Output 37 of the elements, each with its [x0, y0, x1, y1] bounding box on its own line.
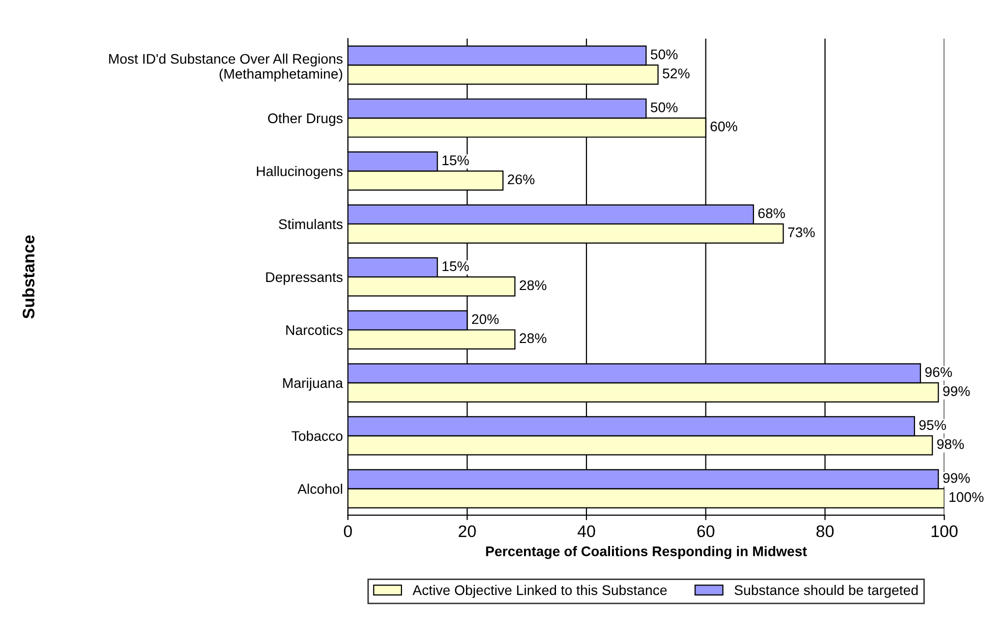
data-label: 96%: [925, 367, 952, 378]
legend-label: Substance should be targeted: [734, 584, 918, 598]
y-tick-label: Most ID'd Substance Over All Regions (Methamphetamine): [109, 54, 343, 82]
x-axis-title: Percentage of Coalitions Responding in Midwest: [486, 546, 807, 560]
y-tick-label: Depressants: [266, 272, 343, 285]
data-label: 95%: [919, 420, 946, 430]
x-tick-label: 100: [932, 525, 958, 538]
x-tick-label: 80: [816, 525, 834, 538]
data-label: 52%: [662, 68, 690, 78]
y-tick-label: Marijuana: [283, 378, 344, 391]
data-label: 99%: [943, 386, 970, 396]
data-label: 15%: [442, 155, 469, 166]
y-tick-label: Tobacco: [292, 430, 342, 441]
x-tick-label: 40: [578, 525, 596, 538]
y-tick-label: Alcohol: [298, 484, 342, 494]
y-tick-label: Stimulants: [278, 218, 343, 230]
data-label: 20%: [472, 314, 499, 324]
data-label: 98%: [937, 439, 964, 450]
x-tick-label: 0: [344, 525, 352, 538]
data-label: 26%: [508, 174, 534, 184]
data-label: 15%: [442, 261, 469, 272]
data-label: 60%: [710, 121, 738, 132]
y-axis-title: Substance: [22, 235, 34, 319]
x-tick-label: 20: [458, 525, 476, 538]
data-label: 28%: [520, 280, 546, 290]
data-label: 50%: [650, 102, 678, 112]
legend-label: Active Objective Linked to this Substance: [412, 584, 667, 598]
data-label: 68%: [758, 208, 785, 218]
data-label: 99%: [943, 473, 970, 483]
data-label: 100%: [950, 492, 984, 502]
y-tick-label: Narcotics: [286, 324, 343, 336]
data-label: 73%: [788, 227, 815, 238]
data-label: 50%: [650, 49, 678, 60]
x-tick-label: 60: [697, 525, 714, 538]
data-label: 28%: [520, 333, 546, 344]
y-tick-label: Other Drugs: [268, 113, 343, 126]
y-tick-label: Hallucinogens: [256, 166, 343, 179]
